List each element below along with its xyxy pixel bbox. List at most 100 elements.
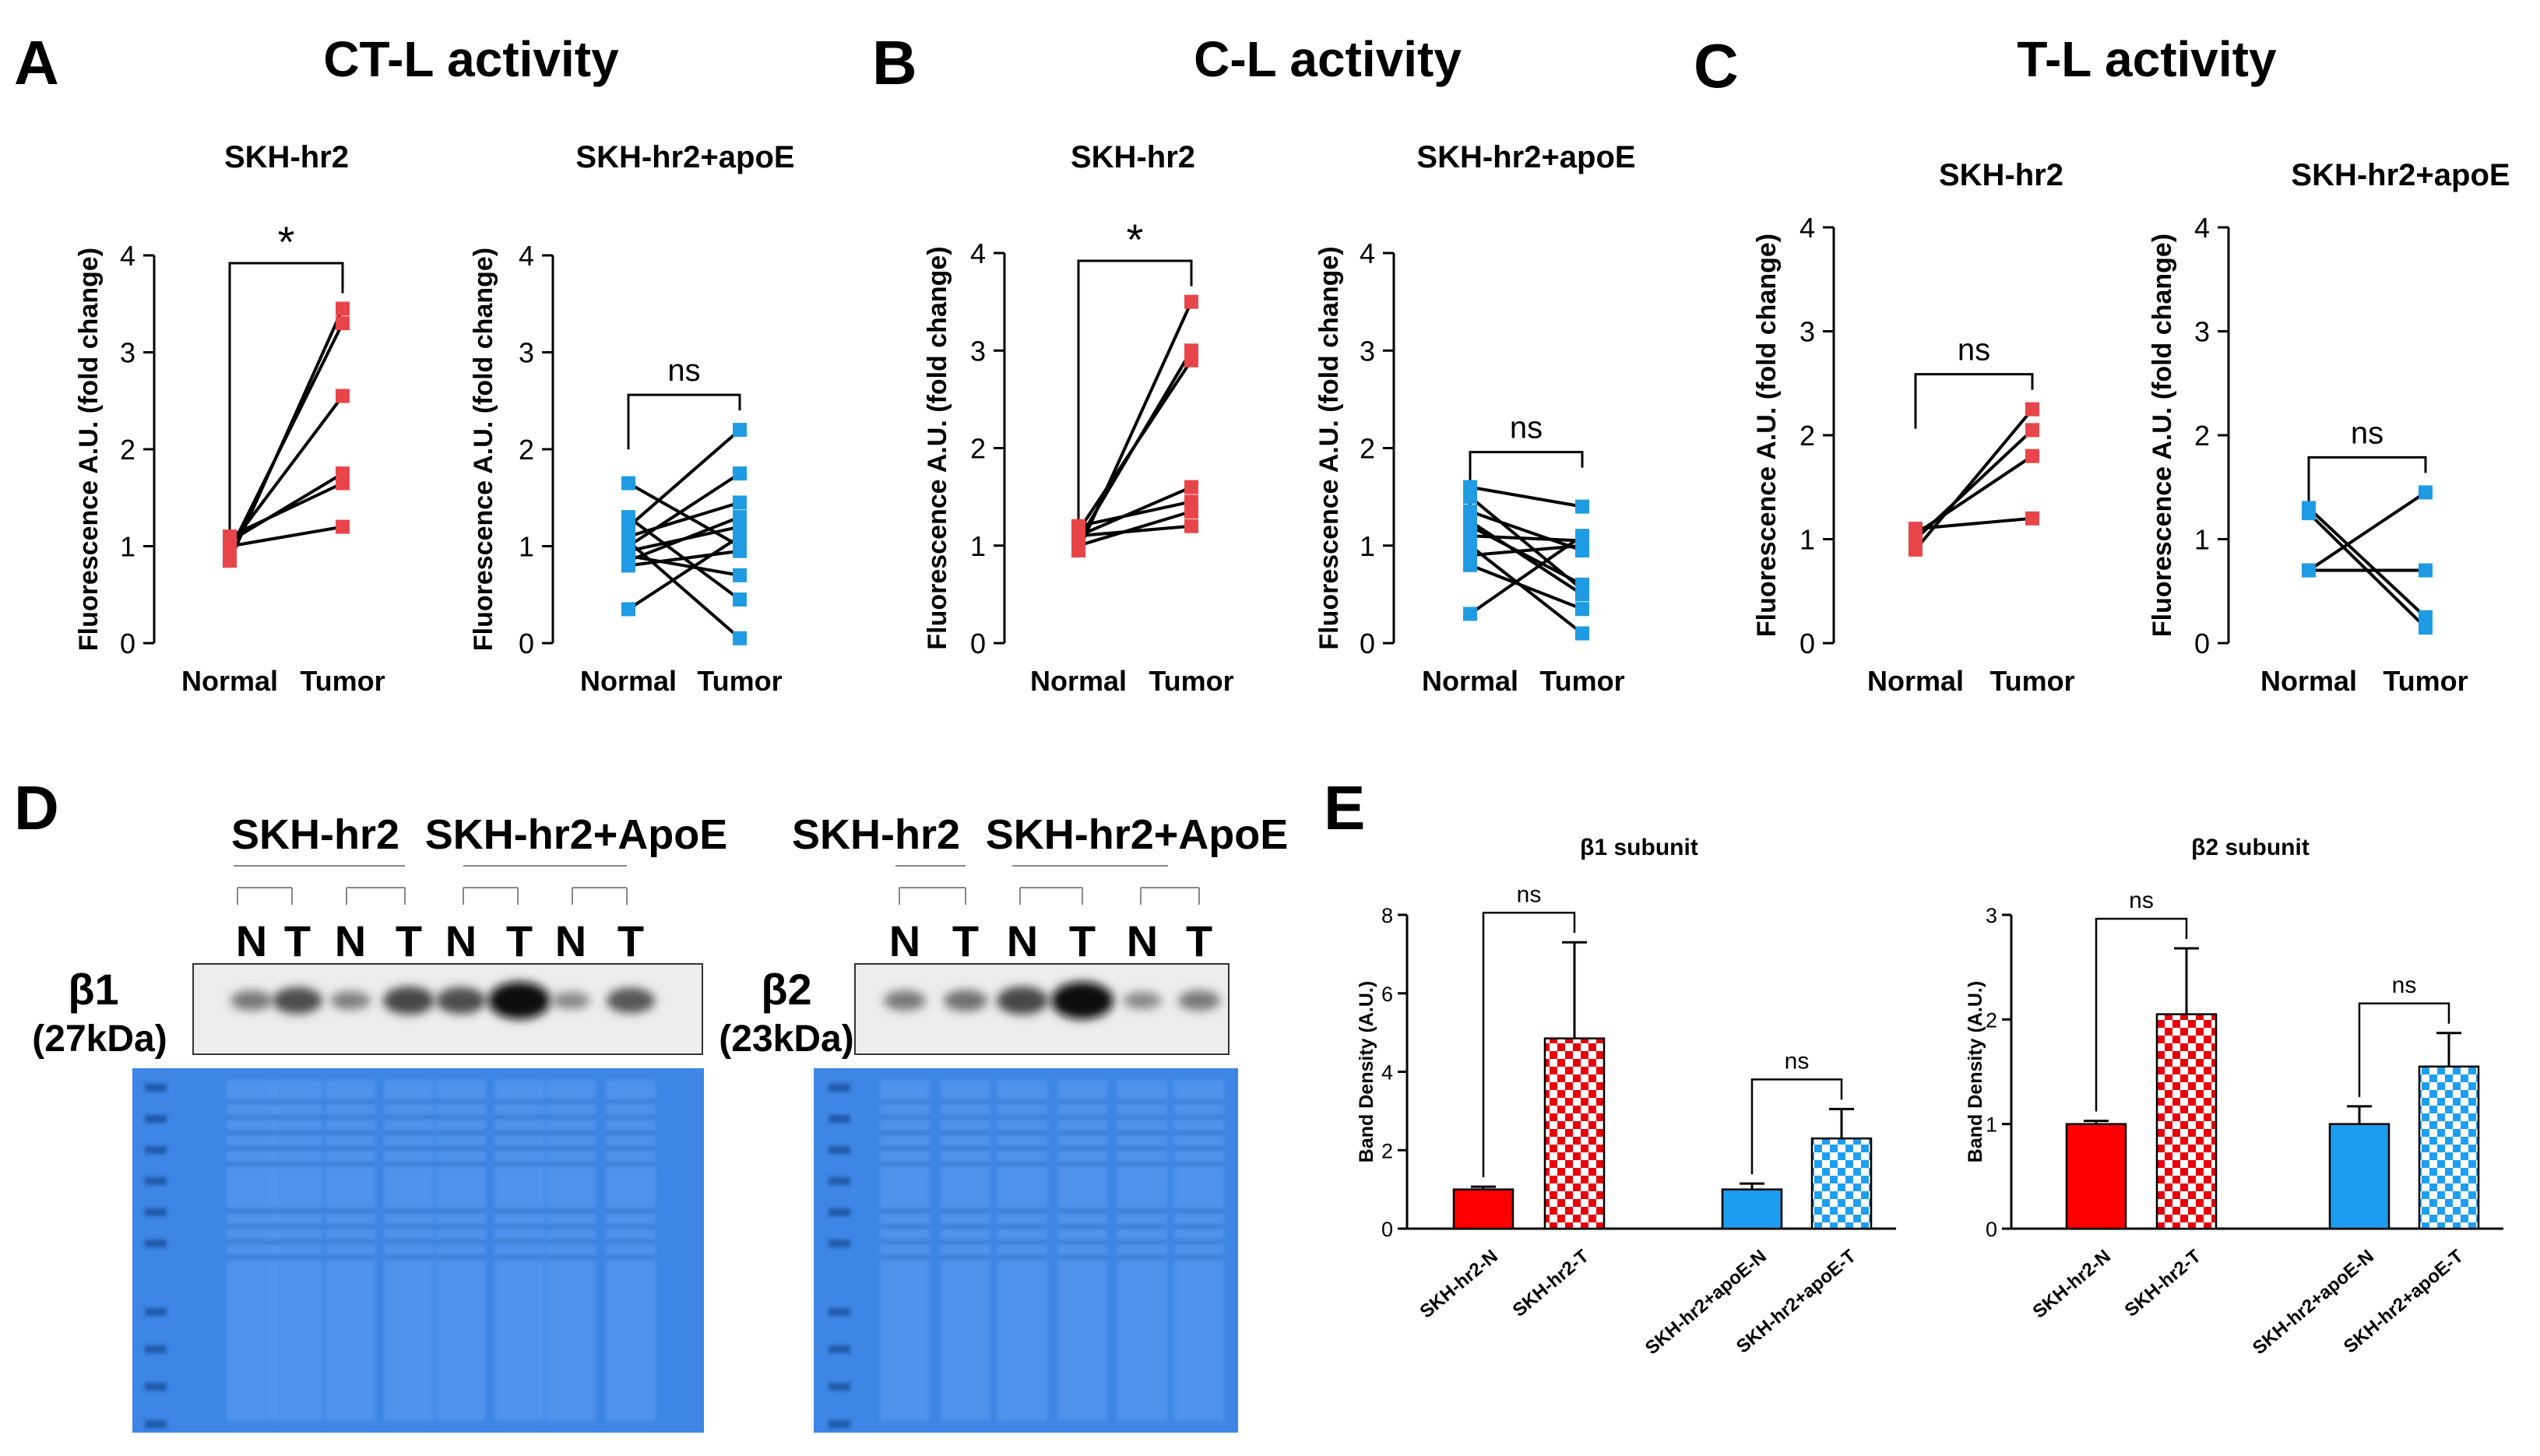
gel-band	[880, 1240, 930, 1244]
gel-band	[606, 1240, 656, 1244]
blot-left-band-label: β1	[68, 965, 118, 1014]
point-tumor	[336, 519, 350, 534]
gel-band	[606, 1255, 656, 1260]
pair-line	[627, 515, 741, 601]
chart-title: SKH-hr2	[1071, 140, 1195, 174]
gel-lane	[880, 1080, 930, 1421]
y-tick-label: 0	[120, 628, 135, 659]
gel-band	[1057, 1224, 1107, 1229]
y-tick-label: 2	[1360, 433, 1375, 465]
lane-label: T	[396, 916, 422, 965]
gel-band	[436, 1255, 486, 1260]
pair-line	[1469, 510, 1583, 552]
point-tumor	[733, 529, 747, 544]
gel-band	[273, 1208, 322, 1213]
x-category-label: Tumor	[2383, 665, 2468, 697]
gel-band	[1057, 1208, 1107, 1213]
pair-line	[229, 525, 343, 548]
significance-bracket	[1482, 912, 1576, 1178]
x-category-label: Tumor	[1989, 665, 2074, 697]
point-tumor	[336, 389, 350, 403]
gel-band	[880, 1208, 930, 1213]
pair-line	[628, 481, 741, 548]
gel-band	[1174, 1115, 1224, 1120]
gel-lane	[494, 1080, 544, 1421]
pair-line	[1469, 534, 1583, 543]
gel-band	[1057, 1162, 1107, 1166]
chart-title: SKH-hr2	[224, 140, 349, 174]
gel-band	[606, 1162, 656, 1166]
y-axis-label: Fluorescence A.U. (fold change)	[1752, 234, 1782, 637]
gel-ladder-band	[828, 1146, 850, 1154]
gel-band	[436, 1146, 486, 1151]
chart-title: SKH-hr2+apoE	[575, 140, 794, 174]
gel-band	[1117, 1224, 1167, 1229]
gel-band	[1117, 1255, 1167, 1260]
significance-bracket	[228, 262, 344, 550]
point-tumor	[733, 568, 747, 582]
pair-line	[1078, 500, 1192, 528]
chart-C1: SKH-hr2 0 1 2 3 4 Fluorescence A.U. (fold chan…	[1752, 158, 2075, 697]
y-tick-label: 2	[1381, 1139, 1393, 1162]
gel-band	[546, 1146, 596, 1151]
gel-lane	[436, 1080, 486, 1421]
significance-label: ns	[2129, 888, 2154, 913]
significance-bracket	[1469, 451, 1584, 507]
gel-band	[494, 1208, 544, 1213]
y-tick-label: 4	[970, 237, 986, 269]
chart-title: SKH-hr2	[1939, 158, 2063, 192]
lane-label: N	[1007, 916, 1038, 965]
significance-bracket	[2307, 455, 2427, 512]
y-tick-label: 0	[970, 628, 986, 659]
gel-ladder-band	[145, 1177, 167, 1185]
pair-line	[2307, 506, 2427, 619]
bar	[1543, 1037, 1606, 1230]
blot-band	[884, 990, 926, 1011]
point-tumor	[733, 510, 747, 525]
lane-label: N	[335, 916, 366, 965]
pair-line	[228, 322, 344, 552]
gel-band	[384, 1131, 434, 1135]
gel-band	[606, 1146, 656, 1151]
y-axis-label: Band Density (A.U.)	[1965, 981, 1986, 1162]
point-normal	[621, 548, 635, 563]
gel-band	[1174, 1208, 1224, 1213]
chart-title: β2 subunit	[2191, 835, 2310, 860]
x-category-label: Normal	[1030, 665, 1127, 697]
pair-line	[1078, 509, 1192, 547]
gel-band	[494, 1224, 544, 1229]
gel-ladder-band	[828, 1208, 850, 1216]
gel-band	[880, 1224, 930, 1229]
panel-letter-a: A	[14, 28, 59, 97]
gel-lane	[1117, 1080, 1167, 1421]
y-axis-label: Band Density (A.U.)	[1356, 981, 1377, 1162]
point-tumor	[2025, 448, 2039, 463]
gel-band	[227, 1208, 276, 1213]
blot-band	[383, 986, 434, 1015]
gel-band	[606, 1224, 656, 1229]
gel-band	[325, 1162, 375, 1166]
gel-band	[1057, 1115, 1107, 1120]
significance-label: *	[1127, 215, 1144, 264]
y-tick-label: 2	[1986, 1008, 1997, 1032]
point-tumor	[1184, 519, 1198, 533]
gel-ladder-band	[828, 1084, 850, 1092]
gel-band	[384, 1162, 434, 1166]
gel-band	[227, 1240, 276, 1244]
gel-band	[273, 1099, 322, 1104]
gel-ladder-band	[145, 1146, 167, 1154]
lane-label: N	[236, 916, 267, 965]
gel-band	[941, 1240, 990, 1244]
gel-band	[1057, 1099, 1107, 1104]
blot-band	[944, 990, 987, 1011]
gel-band	[1057, 1146, 1107, 1151]
panel-letter-b: B	[872, 28, 917, 97]
point-tumor	[2419, 563, 2433, 578]
y-tick-label: 1	[1360, 530, 1375, 562]
gel-band	[325, 1208, 375, 1213]
gel-band	[436, 1131, 486, 1135]
y-tick-label: 3	[2194, 316, 2210, 348]
gel-band	[325, 1146, 375, 1151]
